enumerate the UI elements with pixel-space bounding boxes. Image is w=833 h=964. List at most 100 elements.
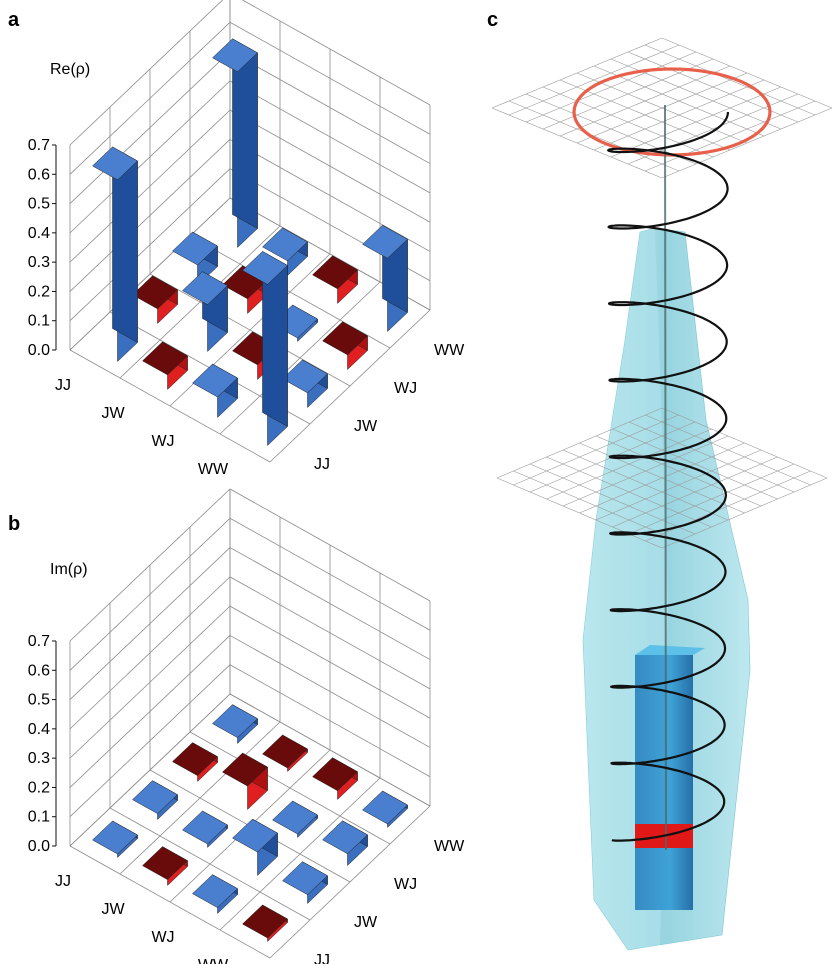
z-tick-label: 0.7	[28, 137, 50, 154]
col-tick-label: WW	[434, 838, 465, 855]
floor-grid-line	[189, 731, 391, 845]
row-tick-label: JW	[101, 405, 125, 422]
z-tick-label: 0.6	[28, 662, 50, 679]
upper-grid-plane	[491, 37, 833, 179]
im-rho-grid	[52, 488, 431, 959]
helical-wavefront-curve	[606, 111, 730, 842]
floor-grid-line	[219, 281, 381, 435]
row-tick-label: JJ	[55, 873, 71, 890]
twisted-light-illustration	[491, 37, 833, 951]
matrix-bar	[132, 275, 178, 325]
wall-grid-line	[69, 693, 231, 847]
floor-grid-line	[219, 777, 381, 931]
row-tick-label: JW	[101, 901, 125, 918]
z-tick-label: 0.0	[28, 838, 50, 855]
z-tick-label: 0.4	[28, 721, 50, 738]
re-rho-labels: 0.0 0.1 0.2 0.3 0.4 0.5 0.6 0.7 JJ JW WJ WW JJ JW WJ WW	[28, 137, 465, 478]
wall-grid-line	[69, 80, 231, 234]
matrix-bar	[132, 780, 178, 821]
z-tick-label: 0.0	[28, 342, 50, 359]
matrix-bar	[272, 800, 318, 839]
floor-grid-line	[189, 235, 391, 349]
z-tick-label: 0.5	[28, 692, 50, 709]
z-tick-label: 0.4	[28, 225, 50, 242]
matrix-bar	[212, 704, 258, 745]
wall-grid-line	[69, 488, 231, 642]
row-tick-label: WW	[198, 957, 229, 964]
re-rho-zlabel: Re(ρ)	[50, 61, 90, 78]
wall-grid-line	[69, 51, 231, 204]
matrix-bar	[192, 874, 238, 915]
wall-grid-line	[69, 517, 231, 671]
matrix-bar	[142, 846, 188, 887]
wall-grid-line	[69, 664, 231, 818]
matrix-bar	[322, 321, 368, 371]
wall-grid-line	[69, 635, 231, 788]
matrix-bar	[262, 734, 308, 773]
col-tick-label: WW	[434, 342, 465, 359]
matrix-bar	[182, 271, 228, 353]
col-tick-label: JJ	[314, 456, 330, 473]
matrix-bar	[212, 38, 258, 249]
col-tick-label: JW	[354, 914, 378, 931]
col-tick-label: JW	[354, 418, 378, 435]
z-tick-label: 0.1	[28, 809, 50, 826]
wall-grid-line	[69, 547, 231, 700]
panel-c-label: c	[487, 9, 498, 31]
pillar	[635, 645, 705, 910]
matrix-bar	[182, 810, 228, 849]
matrix-bar	[312, 757, 358, 801]
matrix-bar	[192, 363, 238, 419]
matrix-bar	[282, 861, 328, 905]
panel-a-label: a	[8, 9, 20, 31]
wall-grid-line	[69, 139, 231, 292]
col-tick-label: WJ	[394, 876, 417, 893]
row-tick-label: WW	[198, 461, 229, 478]
floor-grid-line	[269, 309, 431, 463]
wall-grid-line	[69, 109, 231, 263]
matrix-bar	[322, 820, 368, 867]
matrix-bar	[142, 341, 188, 391]
im-rho-zlabel: Im(ρ)	[50, 561, 88, 578]
z-tick-label: 0.5	[28, 196, 50, 213]
beam-axis-line	[664, 104, 667, 851]
z-tick-label: 0.6	[28, 166, 50, 183]
row-tick-label: JJ	[55, 377, 71, 394]
matrix-bar	[92, 820, 138, 859]
z-tick-label: 0.3	[28, 750, 50, 767]
im-rho-bars	[92, 704, 408, 943]
col-tick-label: JJ	[314, 952, 330, 964]
matrix-bar	[362, 790, 408, 829]
matrix-bar	[242, 904, 288, 943]
wall-grid-line	[69, 197, 231, 351]
im-rho-bar3d-chart: 0.0 0.1 0.2 0.3 0.4 0.5 0.6 0.7 JJ JW WJ WW JJ JW WJ WW…	[28, 488, 465, 964]
matrix-bar	[312, 255, 358, 305]
middle-grid-plane	[496, 407, 828, 549]
row-tick-label: WJ	[151, 433, 174, 450]
wall-grid-line	[69, 605, 231, 759]
re-rho-bar3d-chart: 0.0 0.1 0.2 0.3 0.4 0.5 0.6 0.7 JJ JW WJ WW JJ JW WJ WW…	[28, 0, 465, 478]
wall-grid-line	[69, 168, 231, 322]
floor-grid-line	[269, 805, 431, 959]
re-rho-bars	[92, 38, 408, 447]
matrix-bar	[232, 818, 278, 877]
matrix-bar	[92, 146, 138, 363]
wall-grid-line	[69, 576, 231, 730]
matrix-bar	[242, 251, 288, 447]
row-tick-label: WJ	[151, 929, 174, 946]
matrix-bar	[362, 224, 408, 333]
matrix-bar	[282, 359, 328, 409]
z-tick-label: 0.3	[28, 254, 50, 271]
matrix-bar	[222, 752, 268, 811]
z-tick-label: 0.7	[28, 633, 50, 650]
col-tick-label: WJ	[394, 380, 417, 397]
wall-grid-line	[69, 0, 224, 146]
im-rho-labels: 0.0 0.1 0.2 0.3 0.4 0.5 0.6 0.7 JJ JW WJ WW JJ JW WJ WW	[28, 633, 465, 964]
z-tick-label: 0.2	[28, 283, 50, 300]
panel-b-label: b	[8, 513, 20, 535]
z-tick-label: 0.2	[28, 779, 50, 796]
matrix-bar	[172, 742, 218, 783]
wall-grid-line	[69, 21, 231, 175]
z-tick-label: 0.1	[28, 313, 50, 330]
